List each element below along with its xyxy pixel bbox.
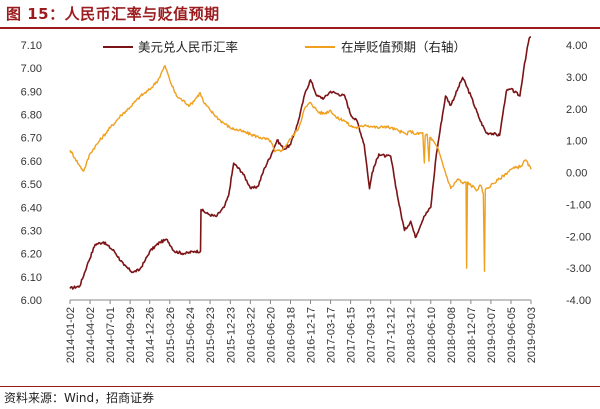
y-right-tick-label: 2.00 [566, 104, 587, 116]
y-left-tick-label: 6.50 [21, 179, 42, 191]
y-right-tick-label: 3.00 [566, 72, 587, 84]
axes: 6.00 6.10 6.20 6.30 6.40 6.50 6.60 6.70 6.80 6.90… [21, 40, 592, 363]
y-right-tick-label: -2.00 [566, 231, 591, 243]
y-left-tick-label: 6.10 [21, 272, 42, 284]
y-left-tick-label: 6.20 [21, 249, 42, 261]
x-tick-label: 2015-03-26 [165, 307, 177, 363]
x-tick-label: 2015-12-23 [225, 307, 237, 363]
y-left-tick-label: 6.80 [21, 110, 42, 122]
x-tick-label: 2014-12-26 [145, 307, 157, 363]
y-left-tick-label: 6.00 [21, 295, 42, 307]
y-right-tick-label: 0.00 [566, 168, 587, 180]
y-right-tick-label: 1.00 [566, 136, 587, 148]
x-tick-label: 2014-09-29 [125, 307, 137, 363]
x-tick-label: 2016-06-20 [265, 307, 277, 363]
x-tick-label: 2018-03-12 [406, 307, 418, 363]
x-tick-label: 2019-03-07 [486, 307, 498, 363]
x-tick-label: 2016-12-17 [306, 307, 318, 363]
x-tick-label: 2017-09-13 [366, 307, 378, 363]
x-tick-label: 2017-03-17 [326, 307, 338, 363]
source-note: 资料来源：Wind，招商证券 [4, 391, 155, 405]
y-left-tick-label: 6.90 [21, 86, 42, 98]
x-tick-label: 2016-09-18 [285, 307, 297, 363]
y-right-tick-label: -1.00 [566, 199, 591, 211]
figure-title: 图 15：人民币汇率与贬值预期 [6, 5, 220, 23]
y-left-tick-label: 7.00 [21, 63, 42, 75]
y-right-tick-label: 4.00 [566, 40, 587, 52]
y-left-tick-label: 6.40 [21, 202, 42, 214]
legend-label: 美元兑人民币汇率 [138, 40, 238, 55]
y-right-tick-label: -4.00 [566, 295, 591, 307]
x-tick-label: 2015-06-24 [185, 307, 197, 363]
series-line-depreciation-expectation [69, 65, 532, 272]
series-line-usdcny [69, 36, 531, 290]
x-tick-label: 2019-09-03 [526, 307, 538, 363]
x-tick-label: 2015-09-23 [205, 307, 217, 363]
y-right-tick-label: -3.00 [566, 263, 591, 275]
title-rule [0, 27, 600, 29]
x-tick-label: 2017-12-12 [386, 307, 398, 363]
x-tick-label: 2016-03-22 [245, 307, 257, 363]
x-tick-label: 2017-06-15 [346, 307, 358, 363]
legend-label: 在岸贬值预期（右轴） [341, 40, 466, 55]
x-tick-label: 2018-06-10 [426, 307, 438, 363]
x-tick-label: 2018-12-07 [466, 307, 478, 363]
x-tick-label: 2014-07-01 [105, 307, 117, 363]
y-left-tick-label: 7.10 [21, 40, 42, 52]
x-tick-label: 2019-06-05 [506, 307, 518, 363]
series-lines [69, 36, 532, 290]
x-tick-label: 2014-01-02 [65, 307, 77, 363]
legend: 美元兑人民币汇率 在岸贬值预期（右轴） [103, 40, 466, 55]
bottom-rule [0, 386, 600, 387]
x-tick-label: 2014-04-02 [85, 307, 97, 363]
y-left-tick-label: 6.30 [21, 225, 42, 237]
y-left-tick-label: 6.70 [21, 133, 42, 145]
x-tick-label: 2018-09-08 [446, 307, 458, 363]
chart: 6.00 6.10 6.20 6.30 6.40 6.50 6.60 6.70 6.80 6.90… [21, 36, 592, 363]
y-left-tick-label: 6.60 [21, 156, 42, 168]
